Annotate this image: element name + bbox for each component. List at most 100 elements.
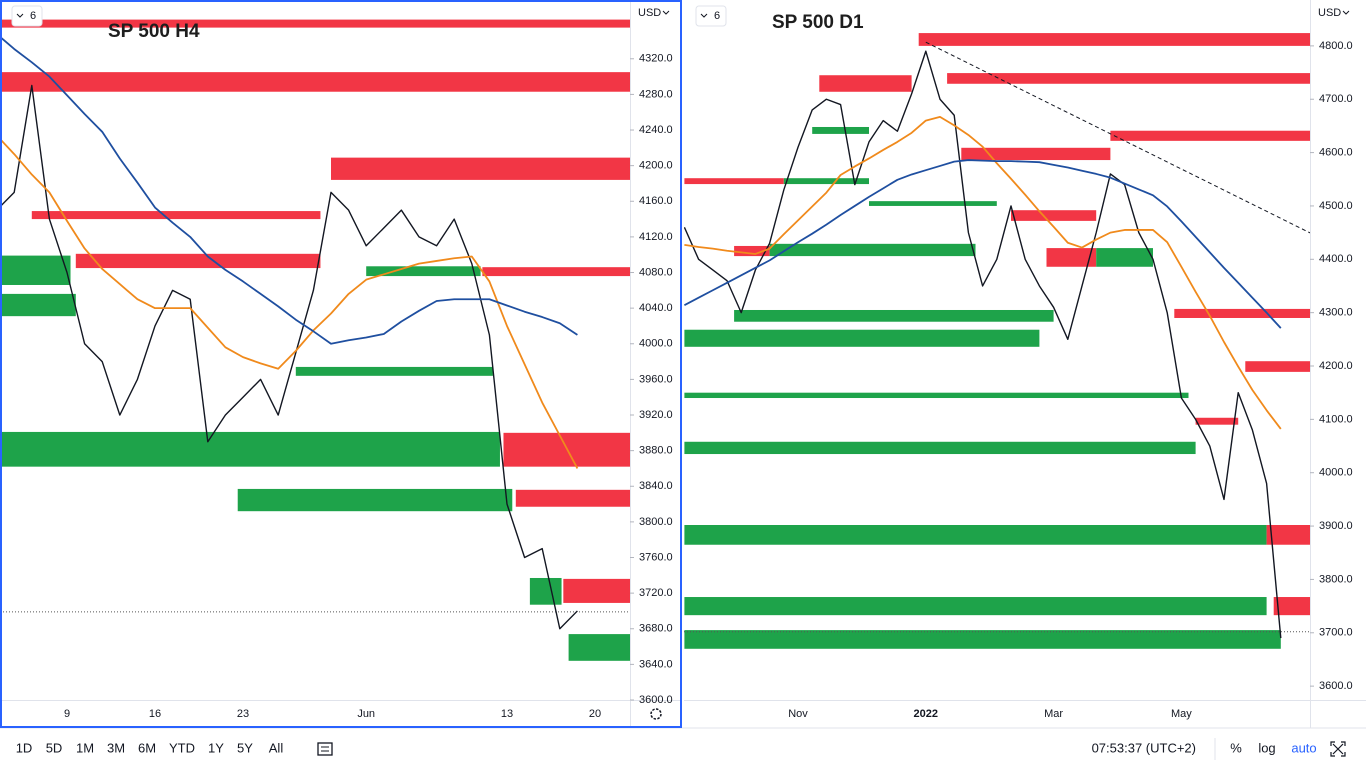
y-tick-label: 3680.0 bbox=[639, 623, 673, 635]
moving-average bbox=[0, 137, 579, 469]
price-zone bbox=[31, 211, 321, 220]
price-zone bbox=[1195, 417, 1239, 425]
y-tick-label: 3800.0 bbox=[639, 516, 673, 528]
price-zone bbox=[1096, 248, 1153, 267]
x-tick-label: 9 bbox=[64, 708, 70, 720]
price-zone bbox=[568, 634, 630, 661]
price-zone bbox=[1011, 210, 1097, 221]
price-zone bbox=[1245, 361, 1310, 372]
price-zone bbox=[295, 366, 493, 376]
y-tick-label: 4200.0 bbox=[1319, 360, 1353, 372]
range-button[interactable]: 1Y bbox=[208, 740, 224, 755]
range-button[interactable]: 3M bbox=[107, 740, 125, 755]
y-tick-label: 3720.0 bbox=[639, 587, 673, 599]
y-tick-label: 3700.0 bbox=[1319, 627, 1353, 639]
y-tick-label: 4200.0 bbox=[639, 160, 673, 172]
price-zone bbox=[0, 293, 76, 317]
price-zone bbox=[961, 147, 1111, 161]
price-zone bbox=[783, 178, 869, 185]
price-zone bbox=[684, 329, 1040, 347]
currency-label[interactable]: USD bbox=[1318, 7, 1341, 19]
x-tick-label: 23 bbox=[237, 708, 249, 720]
auto-toggle[interactable]: auto bbox=[1291, 740, 1316, 755]
range-button[interactable]: 6M bbox=[138, 740, 156, 755]
interval-badge[interactable] bbox=[11, 5, 43, 27]
y-tick-label: 4160.0 bbox=[639, 195, 673, 207]
price-zone bbox=[684, 441, 1196, 455]
price-zone bbox=[769, 243, 976, 257]
x-tick-label: 13 bbox=[501, 708, 513, 720]
x-tick-label: Mar bbox=[1044, 708, 1063, 720]
range-button[interactable]: 1M bbox=[76, 740, 94, 755]
y-tick-label: 3800.0 bbox=[1319, 573, 1353, 585]
y-tick-label: 3760.0 bbox=[639, 551, 673, 563]
range-button[interactable]: 5Y bbox=[237, 740, 253, 755]
chart-pane: 3600.0 3640.0 3680.0 3720.0 3760.0 3800.0 3840… bbox=[0, 0, 682, 728]
interval-badge[interactable] bbox=[695, 5, 727, 27]
trend-line bbox=[925, 41, 1310, 234]
compare-icon[interactable] bbox=[317, 742, 333, 756]
y-tick-label: 4000.0 bbox=[1319, 467, 1353, 479]
price-line bbox=[684, 50, 1282, 639]
plot-area bbox=[684, 33, 1310, 649]
range-button[interactable]: All bbox=[269, 740, 284, 755]
y-tick-label: 3960.0 bbox=[639, 373, 673, 385]
price-zone bbox=[1273, 597, 1310, 616]
price-zone bbox=[947, 73, 1310, 84]
price-zone bbox=[819, 75, 912, 92]
interval-value: 6 bbox=[714, 10, 720, 22]
bottom-toolbar: 07:53:37 (UTC+2) % log auto 1D 5D 1M 3M 6M YT… bbox=[16, 738, 1346, 760]
price-zone bbox=[1174, 308, 1310, 318]
price-zone bbox=[684, 392, 1189, 399]
y-tick-label: 4040.0 bbox=[639, 302, 673, 314]
y-tick-label: 4320.0 bbox=[639, 53, 673, 65]
chart-title: SP 500 H4 bbox=[108, 21, 200, 42]
y-tick-label: 4280.0 bbox=[639, 88, 673, 100]
price-zone bbox=[812, 126, 869, 134]
range-button[interactable]: 5D bbox=[46, 740, 63, 755]
y-tick-label: 4600.0 bbox=[1319, 146, 1353, 158]
settings-gear[interactable] bbox=[650, 708, 662, 720]
y-tick-label: 3600.0 bbox=[639, 694, 673, 706]
price-zone bbox=[684, 630, 1281, 649]
log-toggle[interactable]: log bbox=[1258, 740, 1275, 755]
y-tick-label: 4240.0 bbox=[639, 124, 673, 136]
y-tick-label: 3920.0 bbox=[639, 409, 673, 421]
y-tick-label: 4000.0 bbox=[639, 338, 673, 350]
settings-icon[interactable] bbox=[1330, 741, 1346, 757]
x-tick-label: 20 bbox=[589, 708, 601, 720]
x-tick-label: Jun bbox=[357, 708, 375, 720]
plot-area bbox=[0, 19, 630, 661]
price-zone bbox=[482, 267, 630, 277]
y-tick-label: 4100.0 bbox=[1319, 413, 1353, 425]
x-tick-label: Nov bbox=[788, 708, 808, 720]
y-tick-label: 4080.0 bbox=[639, 266, 673, 278]
price-zone bbox=[684, 178, 784, 185]
price-zone bbox=[0, 19, 630, 28]
range-button[interactable]: YTD bbox=[169, 740, 195, 755]
badge-chevron bbox=[700, 13, 708, 18]
price-zone bbox=[331, 157, 630, 180]
price-zone bbox=[515, 489, 630, 507]
price-zone bbox=[0, 255, 71, 285]
price-zone bbox=[684, 525, 1267, 545]
price-zone bbox=[918, 33, 1310, 46]
y-tick-label: 3900.0 bbox=[1319, 520, 1353, 532]
currency-label[interactable]: USD bbox=[638, 7, 661, 19]
price-zone bbox=[366, 266, 481, 277]
clock: 07:53:37 (UTC+2) bbox=[1092, 740, 1196, 755]
y-tick-label: 3880.0 bbox=[639, 445, 673, 457]
x-tick-label: 2022 bbox=[914, 708, 938, 720]
moving-average bbox=[684, 159, 1282, 329]
price-zone bbox=[1266, 525, 1310, 545]
interval-value: 6 bbox=[30, 10, 36, 22]
percent-toggle[interactable]: % bbox=[1230, 740, 1242, 755]
y-tick-label: 3640.0 bbox=[639, 658, 673, 670]
price-zone bbox=[529, 577, 562, 605]
price-zone bbox=[1110, 130, 1310, 141]
y-tick-label: 4700.0 bbox=[1319, 93, 1353, 105]
price-zone bbox=[0, 431, 500, 467]
range-button[interactable]: 1D bbox=[16, 740, 33, 755]
